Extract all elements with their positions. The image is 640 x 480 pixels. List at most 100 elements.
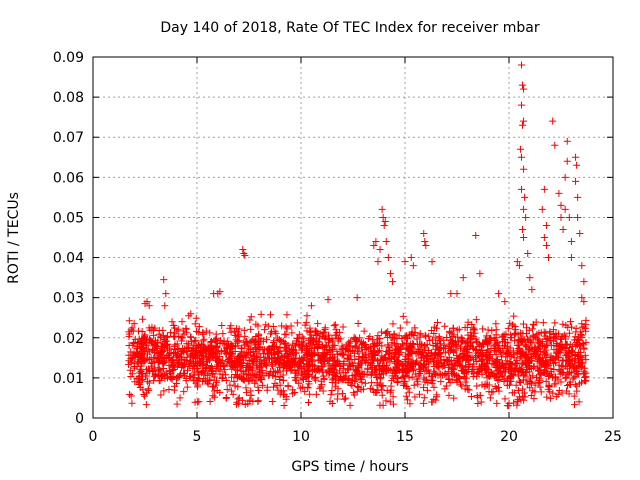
data-point [379, 356, 387, 364]
data-point [226, 348, 234, 356]
data-point [159, 359, 167, 367]
data-point [368, 356, 376, 364]
data-point [189, 341, 197, 349]
data-point [549, 117, 557, 125]
data-point [335, 360, 343, 368]
data-point [147, 339, 155, 347]
data-point [379, 213, 387, 221]
data-point [221, 346, 229, 354]
data-point [376, 246, 384, 254]
data-point [152, 342, 160, 350]
data-point [405, 388, 413, 396]
data-point [424, 352, 432, 360]
data-point [128, 370, 136, 378]
data-point [151, 367, 159, 375]
data-point [130, 320, 138, 328]
data-point [522, 372, 530, 380]
data-point [563, 137, 571, 145]
data-point [173, 362, 181, 370]
data-point [321, 354, 329, 362]
data-point [195, 328, 203, 336]
data-point [300, 362, 308, 370]
data-point [420, 384, 428, 392]
data-point [393, 378, 401, 386]
data-point [296, 342, 304, 350]
data-point [427, 372, 435, 380]
data-point [242, 384, 250, 392]
data-point [210, 373, 218, 381]
data-point [209, 370, 217, 378]
data-point [254, 397, 262, 405]
data-point [445, 391, 453, 399]
data-point [416, 369, 424, 377]
data-point [319, 350, 327, 358]
data-point [299, 375, 307, 383]
data-point [431, 350, 439, 358]
data-point [167, 329, 175, 337]
data-point [212, 367, 220, 375]
data-point [516, 377, 524, 385]
data-point [283, 365, 291, 373]
data-point [260, 326, 268, 334]
data-point [575, 362, 583, 370]
data-point [270, 337, 278, 345]
data-point [504, 324, 512, 332]
data-point [386, 398, 394, 406]
data-point [521, 193, 529, 201]
data-point [291, 361, 299, 369]
data-point [237, 345, 245, 353]
data-point [435, 346, 443, 354]
data-point [244, 360, 252, 368]
data-point [161, 358, 169, 366]
data-point [560, 331, 568, 339]
data-point [159, 339, 167, 347]
data-point [194, 383, 202, 391]
data-point [183, 383, 191, 391]
data-point [236, 357, 244, 365]
data-point [269, 383, 277, 391]
y-tick-label: 0 [75, 411, 84, 427]
data-point [286, 358, 294, 366]
data-point [408, 373, 416, 381]
data-point [260, 359, 268, 367]
data-point [245, 370, 253, 378]
data-point [351, 343, 359, 351]
data-point [305, 347, 313, 355]
data-point [258, 366, 266, 374]
data-point [322, 343, 330, 351]
data-point [172, 352, 180, 360]
data-point [252, 361, 260, 369]
x-tick-label: 20 [500, 429, 518, 445]
data-point [464, 331, 472, 339]
data-point [464, 339, 472, 347]
data-point [327, 391, 335, 399]
data-point [233, 371, 241, 379]
data-point [542, 377, 550, 385]
data-point [420, 229, 428, 237]
data-point [221, 366, 229, 374]
data-point [199, 368, 207, 376]
data-point [378, 391, 386, 399]
data-point [326, 354, 334, 362]
data-point [326, 397, 334, 405]
data-point [283, 311, 291, 319]
data-point [559, 225, 567, 233]
data-point [228, 387, 236, 395]
data-point [180, 361, 188, 369]
data-point [348, 376, 356, 384]
data-point [385, 351, 393, 359]
tick-labels: 0 0.01 0.02 0.03 0.04 0.05 0.06 0.07 0.08 0.09 0 5 1… [53, 50, 622, 445]
data-point [428, 379, 436, 387]
data-point [281, 343, 289, 351]
data-point [453, 358, 461, 366]
data-point [255, 331, 263, 339]
data-point [442, 382, 450, 390]
data-point [304, 360, 312, 368]
data-point [507, 377, 515, 385]
data-point [490, 342, 498, 350]
data-point [435, 358, 443, 366]
data-point [574, 213, 582, 221]
data-point [411, 393, 419, 401]
data-point [265, 372, 273, 380]
data-point [226, 358, 234, 366]
